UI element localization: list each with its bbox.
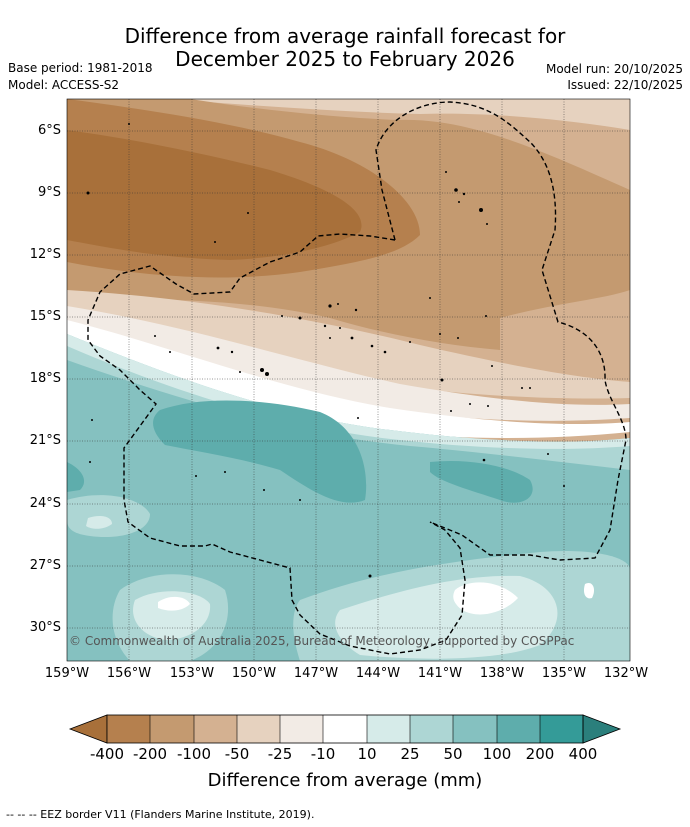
lat-label: 6°S bbox=[37, 123, 61, 138]
colorbar-label: -100 bbox=[176, 745, 212, 763]
lat-label: 21°S bbox=[29, 433, 61, 448]
colorbar-label: -10 bbox=[310, 745, 336, 763]
colorbar-label: 100 bbox=[482, 745, 512, 763]
eez-border bbox=[87, 101, 627, 655]
map-frame bbox=[66, 98, 631, 662]
lon-label: 147°W bbox=[293, 666, 339, 681]
colorbar-label: 200 bbox=[525, 745, 555, 763]
colorbar-frame bbox=[106, 714, 584, 744]
lon-label: 132°W bbox=[603, 666, 649, 681]
eez-legend-note: -- -- -- EEZ border V11 (Flanders Marine… bbox=[6, 808, 315, 821]
colorbar-dividers bbox=[149, 715, 541, 743]
lon-label: 141°W bbox=[417, 666, 463, 681]
colorbar-label: -200 bbox=[132, 745, 168, 763]
colorbar-bin bbox=[367, 715, 410, 743]
lon-label: 153°W bbox=[169, 666, 215, 681]
model-name: Model: ACCESS-S2 bbox=[8, 78, 120, 92]
islands bbox=[86, 123, 565, 578]
copyright-notice: © Commonwealth of Australia 2025, Bureau… bbox=[69, 634, 575, 648]
colorbar-bin bbox=[497, 715, 540, 743]
lon-label: 159°W bbox=[44, 666, 90, 681]
patch-neutral-s bbox=[158, 596, 190, 611]
map-fill-layer bbox=[67, 99, 630, 661]
colorbar-bin bbox=[540, 715, 583, 743]
issued-date: Issued: 22/10/2025 bbox=[567, 78, 683, 92]
colorbar-label: 10 bbox=[357, 745, 377, 763]
patch-neutral-se bbox=[453, 582, 518, 615]
lat-label: 12°S bbox=[29, 247, 61, 262]
lat-label: 15°S bbox=[29, 309, 61, 324]
colorbar-bin bbox=[107, 715, 150, 743]
colorbar-label: -25 bbox=[267, 745, 293, 763]
colorbar-bin bbox=[280, 715, 323, 743]
band-minus400 bbox=[67, 130, 362, 260]
map-title-line1: Difference from average rainfall forecas… bbox=[124, 24, 566, 48]
colorbar-label: -50 bbox=[224, 745, 250, 763]
colorbar-bin bbox=[410, 715, 453, 743]
lon-label: 138°W bbox=[479, 666, 525, 681]
patch-plus100-east bbox=[430, 460, 533, 503]
band-plus25 bbox=[67, 334, 630, 470]
base-period: Base period: 1981-2018 bbox=[8, 61, 153, 75]
colorbar-extend-low bbox=[68, 714, 108, 744]
patch-plus100-center bbox=[153, 400, 367, 503]
model-run: Model run: 20/10/2025 bbox=[545, 62, 683, 76]
colorbar-bin bbox=[150, 715, 194, 743]
patch-plus10-sw bbox=[86, 516, 112, 529]
band-minus10 bbox=[67, 306, 630, 421]
lat-label: 27°S bbox=[29, 558, 61, 573]
patch-neutral-far-se bbox=[583, 582, 595, 599]
lon-label: 135°W bbox=[541, 666, 587, 681]
lat-label: 30°S bbox=[29, 620, 61, 635]
colorbar-bin bbox=[194, 715, 237, 743]
colorbar-extend-high bbox=[582, 714, 622, 744]
colorbar-bin bbox=[237, 715, 280, 743]
colorbar-bin bbox=[453, 715, 497, 743]
colorbar-label: 400 bbox=[568, 745, 598, 763]
band-light-brown-top bbox=[67, 99, 630, 130]
colorbar bbox=[68, 714, 622, 744]
lat-label: 24°S bbox=[29, 496, 61, 511]
colorbar-title: Difference from average (mm) bbox=[207, 770, 483, 791]
lat-label: 9°S bbox=[37, 185, 61, 200]
lon-label: 150°W bbox=[231, 666, 277, 681]
colorbar-label: 25 bbox=[400, 745, 420, 763]
colorbar-label: -400 bbox=[89, 745, 125, 763]
patch-plus100-west bbox=[67, 462, 85, 492]
lon-label: 144°W bbox=[355, 666, 401, 681]
colorbar-label: 50 bbox=[443, 745, 463, 763]
map-title-line2: December 2025 to February 2026 bbox=[175, 47, 515, 71]
lon-label: 156°W bbox=[106, 666, 152, 681]
lon-gridlines bbox=[128, 99, 565, 661]
band-plus10 bbox=[67, 334, 630, 449]
colorbar-bin bbox=[323, 715, 367, 743]
lat-label: 18°S bbox=[29, 371, 61, 386]
